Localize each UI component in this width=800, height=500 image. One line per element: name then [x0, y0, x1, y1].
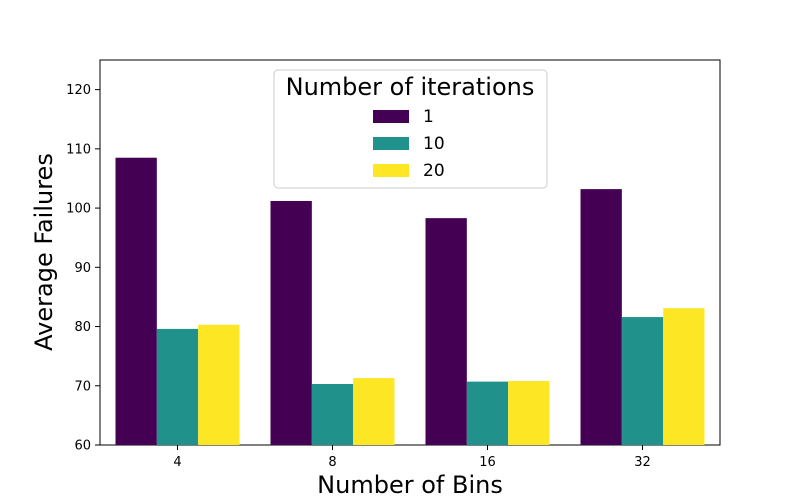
x-tick-label: 32	[634, 455, 651, 470]
y-tick-label: 70	[74, 379, 91, 394]
bar-20-8	[353, 378, 395, 445]
y-tick-label: 90	[74, 261, 91, 276]
y-axis: 60 70 80 90 100 110 120	[66, 83, 100, 454]
x-tick-label: 16	[479, 455, 496, 470]
bar-20-16	[508, 381, 550, 445]
bar-10-8	[311, 383, 354, 445]
y-axis-label: Average Failures	[30, 153, 58, 351]
bar-10-4	[156, 328, 199, 445]
y-tick-label: 100	[66, 202, 91, 217]
bar-20-4	[198, 324, 240, 445]
legend: Number of iterations 1 10 20	[273, 69, 548, 189]
y-tick-label: 120	[66, 83, 91, 98]
legend-label-10: 10	[423, 134, 445, 154]
bar-1-32	[580, 189, 622, 445]
x-axis-label: Number of Bins	[317, 471, 503, 499]
bar-1-16	[425, 218, 467, 445]
y-tick-label: 80	[74, 320, 91, 335]
bar-10-16	[466, 381, 509, 445]
legend-label-1: 1	[423, 107, 434, 127]
legend-label-20: 20	[423, 161, 445, 181]
legend-title: Number of iterations	[286, 73, 535, 101]
bars-group	[115, 157, 705, 445]
x-axis: 4 8 16 32	[173, 445, 651, 470]
legend-swatch-20	[373, 164, 409, 177]
legend-swatch-1	[373, 110, 409, 123]
x-tick-label: 8	[328, 455, 336, 470]
bar-1-4	[115, 157, 157, 445]
x-tick-label: 4	[173, 455, 181, 470]
bar-1-8	[270, 200, 312, 445]
bar-20-32	[663, 308, 705, 445]
legend-swatch-10	[373, 137, 409, 150]
legend-items: 1 10 20	[373, 107, 445, 181]
y-tick-label: 60	[74, 439, 91, 454]
legend-frame	[273, 69, 548, 189]
y-tick-label: 110	[66, 142, 91, 157]
bar-10-32	[621, 317, 664, 445]
